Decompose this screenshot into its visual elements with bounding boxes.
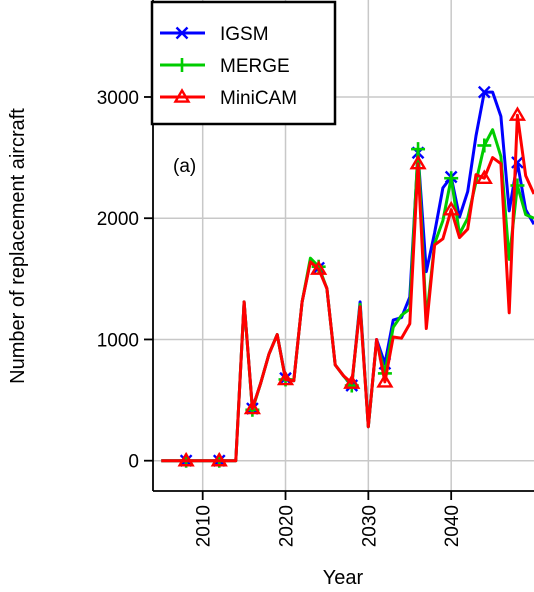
marker-plus	[510, 178, 525, 193]
series-line-merge	[161, 128, 534, 463]
panel-label: (a)	[173, 156, 196, 177]
marker-triangle	[210, 451, 228, 467]
series-markers-minicam	[177, 106, 527, 467]
marker-triangle	[409, 154, 427, 170]
marker-plus	[175, 58, 189, 72]
series-line-igsm	[161, 90, 534, 463]
marker-triangle	[310, 260, 328, 275]
x-tick-label: 2020	[277, 505, 298, 547]
marker-x	[175, 26, 189, 40]
x-axis-title: Year	[323, 567, 364, 589]
y-tick-label: 3000	[97, 88, 139, 109]
y-tick-label: 1000	[97, 330, 139, 351]
legend-label-merge: MERGE	[220, 56, 290, 77]
marker-triangle	[376, 373, 394, 388]
marker-triangle	[343, 374, 361, 389]
marker-plus	[477, 138, 492, 153]
marker-triangle	[475, 169, 493, 184]
y-axis-title: Number of replacement aircraft	[7, 108, 29, 384]
marker-x	[477, 85, 491, 99]
y-tick-label: 0	[128, 452, 139, 473]
marker-triangle	[173, 88, 191, 103]
x-tick-label: 2010	[194, 505, 215, 547]
series-layer	[161, 85, 534, 468]
marker-triangle	[177, 451, 195, 467]
legend-label-igsm: IGSM	[220, 24, 269, 45]
marker-triangle	[508, 106, 527, 121]
series-markers-igsm	[179, 85, 524, 468]
marker-triangle	[442, 200, 460, 216]
marker-x	[511, 156, 524, 169]
legend-label-minicam: MiniCAM	[220, 88, 297, 109]
marker-triangle	[276, 370, 295, 386]
legend: IGSM MERGE MiniCAM	[150, 0, 337, 126]
marker-triangle	[243, 399, 261, 415]
x-tick-label: 2030	[359, 505, 380, 547]
marker-plus	[444, 171, 459, 186]
x-tick-label: 2040	[442, 505, 463, 547]
marker-plus	[411, 142, 426, 157]
y-tick-label: 2000	[97, 209, 139, 230]
